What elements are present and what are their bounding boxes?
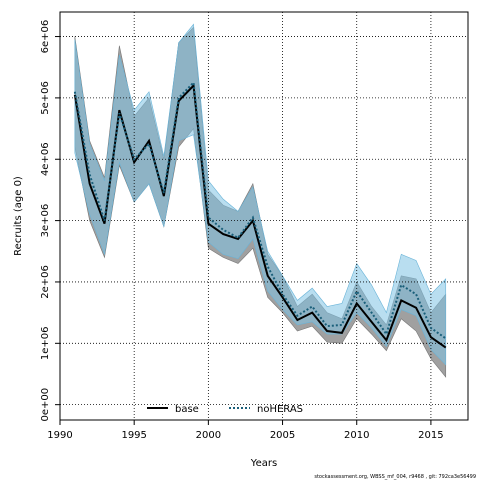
legend-label-noheras: noHERAS [257,404,303,415]
y-tick-label: 4e+06 [40,142,51,176]
plot-frame [59,11,469,421]
y-tick-label: 1e+06 [40,326,51,360]
grid-lines [59,12,468,420]
x-tick-label: 2010 [344,430,369,441]
x-axis-label: Years [250,458,277,469]
line-base [73,83,447,349]
legend-label-base: base [175,404,199,415]
y-tick-label: 3e+06 [40,204,51,238]
y-tick-label: 5e+06 [40,81,51,115]
y-tick-label: 2e+06 [40,265,51,299]
legend: base noHERAS [147,404,303,415]
band-noheras [74,23,447,366]
footer-credit: stockassessment.org, WBSS_mf_004, r9468 … [314,474,476,480]
x-tick-label: 1990 [47,430,72,441]
confidence-bands [74,23,447,378]
x-tick-label: 2000 [196,430,221,441]
x-tick-label: 1995 [121,430,146,441]
line-noheras [73,80,447,340]
x-axis: 1990 1995 2000 2005 2010 2015 [47,420,444,441]
y-axis-label: Recruits (age 0) [13,176,24,256]
x-tick-label: 2005 [270,430,295,441]
series-lines [73,80,447,349]
y-tick-label: 6e+06 [40,20,51,54]
y-axis: 0e+00 1e+06 2e+06 3e+06 4e+06 5e+06 6e+06 [40,20,60,422]
x-tick-label: 2015 [418,430,443,441]
y-tick-label: 0e+00 [40,388,51,422]
